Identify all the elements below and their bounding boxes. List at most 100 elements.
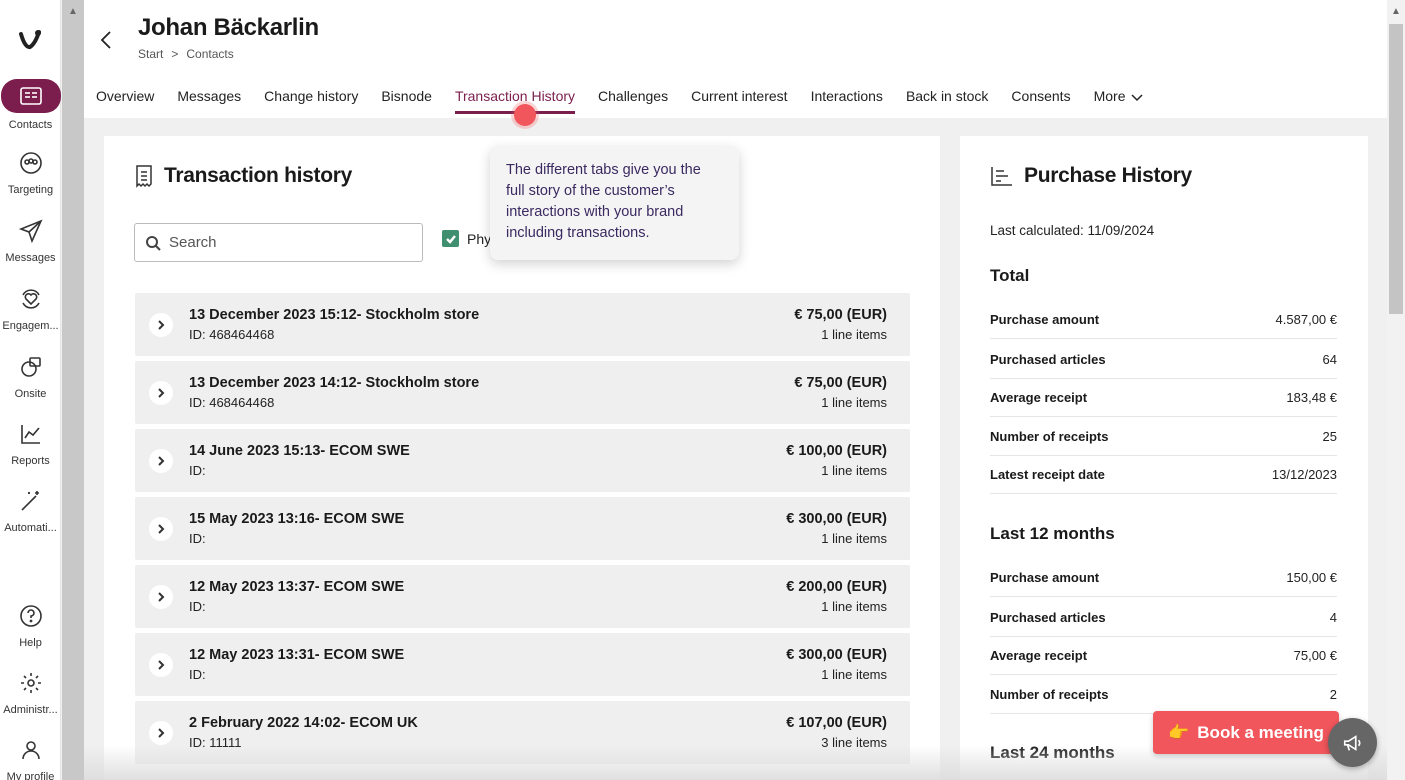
- scroll-up-arrow-icon[interactable]: ▲: [68, 6, 78, 17]
- side-scroll-strip[interactable]: ▲: [62, 0, 84, 780]
- sidebar-item-messages[interactable]: Messages: [0, 216, 61, 264]
- search-field[interactable]: [134, 223, 423, 262]
- transaction-line-items: 1 line items: [821, 463, 887, 478]
- stat-row: Purchased articles 64: [990, 341, 1337, 379]
- stat-label: Number of receipts: [990, 429, 1109, 444]
- sidebar-item-my-profile[interactable]: My profile: [0, 735, 61, 780]
- tab-interactions[interactable]: Interactions: [810, 88, 883, 104]
- stat-label: Purchase amount: [990, 570, 1100, 585]
- chart-line-icon: [20, 425, 40, 444]
- breadcrumb-start[interactable]: Start: [138, 47, 164, 61]
- transaction-id: ID: 468464468: [189, 327, 275, 342]
- stat-value: 25: [1322, 429, 1337, 444]
- stat-row: Average receipt 183,48 €: [990, 379, 1337, 417]
- page-scrollbar[interactable]: ▲: [1387, 0, 1405, 780]
- tab-back-in-stock[interactable]: Back in stock: [905, 88, 989, 104]
- sidebar-item-label: Engagem...: [2, 320, 59, 332]
- stat-value: 150,00 €: [1286, 570, 1337, 585]
- expand-chevron-icon[interactable]: [149, 517, 173, 541]
- breadcrumb-contacts[interactable]: Contacts: [186, 47, 234, 61]
- sidebar-item-onsite[interactable]: Onsite: [0, 352, 61, 400]
- card-title-label: Purchase History: [1024, 164, 1192, 187]
- transaction-line-items: 1 line items: [821, 531, 887, 546]
- transaction-row[interactable]: 12 May 2023 13:31- ECOM SWE ID: € 300,00…: [135, 633, 910, 696]
- chevron-down-icon: [1131, 94, 1144, 102]
- tab-messages[interactable]: Messages: [177, 88, 242, 104]
- transaction-amount: € 300,00 (EUR): [786, 511, 887, 527]
- sidebar-item-label: Messages: [5, 252, 56, 264]
- stat-row: Latest receipt date 13/12/2023: [990, 456, 1337, 494]
- sidebar-item-engagement[interactable]: Engagem...: [0, 284, 61, 332]
- onsite-icon: [20, 357, 41, 377]
- sidebar-item-administration[interactable]: Administr...: [0, 668, 61, 716]
- book-meeting-button[interactable]: 👉 Book a meeting: [1153, 711, 1339, 754]
- tab-challenges[interactable]: Challenges: [598, 88, 669, 104]
- transaction-amount: € 300,00 (EUR): [786, 647, 887, 663]
- stat-value: 13/12/2023: [1271, 467, 1337, 482]
- sidebar-item-reports[interactable]: Reports: [0, 419, 61, 467]
- transaction-amount: € 107,00 (EUR): [786, 715, 887, 731]
- audience-icon: [19, 152, 42, 174]
- tab-overview[interactable]: Overview: [96, 88, 155, 104]
- guide-tooltip: The different tabs give you the full sto…: [490, 146, 739, 260]
- transaction-row[interactable]: 14 June 2023 15:13- ECOM SWE ID: € 100,0…: [135, 429, 910, 492]
- expand-chevron-icon[interactable]: [149, 653, 173, 677]
- pointing-hand-icon: 👉: [1168, 722, 1190, 742]
- tab-consents[interactable]: Consents: [1011, 88, 1071, 104]
- physical-checkbox[interactable]: [442, 230, 459, 247]
- transaction-row[interactable]: 13 December 2023 15:12- Stockholm store …: [135, 293, 910, 356]
- transaction-amount: € 75,00 (EUR): [794, 307, 887, 323]
- back-arrow-icon[interactable]: [98, 30, 114, 50]
- search-input[interactable]: [169, 234, 409, 251]
- stat-row: Number of receipts 2: [990, 676, 1337, 714]
- sidebar-item-targeting[interactable]: Targeting: [0, 148, 61, 196]
- contact-header: Johan Bäckarlin Start > Contacts Overvie…: [84, 0, 1387, 126]
- bar-chart-icon: [991, 167, 1012, 186]
- brand-logo[interactable]: [17, 28, 43, 52]
- transaction-row[interactable]: 2 February 2022 14:02- ECOM UK ID: 11111…: [135, 701, 910, 764]
- stat-row: Purchased articles 4: [990, 599, 1337, 637]
- sidebar-item-label: Targeting: [7, 184, 54, 196]
- tab-more[interactable]: More: [1094, 88, 1144, 114]
- sidebar-item-contacts[interactable]: Contacts: [0, 79, 61, 131]
- expand-chevron-icon[interactable]: [149, 585, 173, 609]
- sidebar-item-automation[interactable]: Automati...: [0, 486, 61, 534]
- transaction-name: 12 May 2023 13:37- ECOM SWE: [189, 579, 405, 595]
- expand-chevron-icon[interactable]: [149, 721, 173, 745]
- guide-hotspot[interactable]: [514, 104, 536, 126]
- tab-bisnode[interactable]: Bisnode: [381, 88, 432, 104]
- announcements-button[interactable]: [1328, 718, 1377, 767]
- scroll-up-arrow-icon[interactable]: ▲: [1391, 6, 1401, 17]
- scrollbar-thumb[interactable]: [1389, 24, 1403, 314]
- heart-cycle-icon: [21, 289, 40, 309]
- user-icon: [21, 741, 40, 760]
- expand-chevron-icon[interactable]: [149, 381, 173, 405]
- transaction-amount: € 200,00 (EUR): [786, 579, 887, 595]
- tab-change-history[interactable]: Change history: [264, 88, 359, 104]
- transaction-name: 12 May 2023 13:31- ECOM SWE: [189, 647, 405, 663]
- expand-chevron-icon[interactable]: [149, 449, 173, 473]
- send-icon: [18, 219, 43, 243]
- section-title-last-24-months: Last 24 months: [990, 743, 1115, 762]
- gear-icon: [20, 673, 41, 693]
- tab-bar: Overview Messages Change history Bisnode…: [96, 88, 1166, 114]
- sidebar-item-help[interactable]: Help: [0, 601, 61, 649]
- magic-wand-icon: [20, 491, 39, 511]
- transaction-line-items: 3 line items: [821, 735, 887, 750]
- transaction-row[interactable]: 15 May 2023 13:16- ECOM SWE ID: € 300,00…: [135, 497, 910, 560]
- transaction-list: 13 December 2023 15:12- Stockholm store …: [135, 293, 910, 769]
- expand-chevron-icon[interactable]: [149, 313, 173, 337]
- search-icon: [146, 235, 161, 251]
- tab-current-interest[interactable]: Current interest: [691, 88, 788, 104]
- transaction-row[interactable]: 13 December 2023 14:12- Stockholm store …: [135, 361, 910, 424]
- stat-label: Latest receipt date: [990, 467, 1105, 482]
- physical-filter[interactable]: Phy: [442, 230, 491, 247]
- card-title-label: Transaction history: [164, 164, 353, 187]
- transaction-id: ID:: [189, 463, 206, 478]
- sidebar-item-label: Automati...: [4, 522, 57, 534]
- stat-value: 2: [1329, 687, 1337, 702]
- transaction-row[interactable]: 12 May 2023 13:37- ECOM SWE ID: € 200,00…: [135, 565, 910, 628]
- stat-label: Number of receipts: [990, 687, 1109, 702]
- transaction-line-items: 1 line items: [821, 599, 887, 614]
- transaction-name: 13 December 2023 15:12- Stockholm store: [189, 307, 480, 323]
